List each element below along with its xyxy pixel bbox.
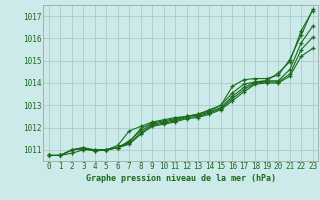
X-axis label: Graphe pression niveau de la mer (hPa): Graphe pression niveau de la mer (hPa) bbox=[86, 174, 276, 183]
